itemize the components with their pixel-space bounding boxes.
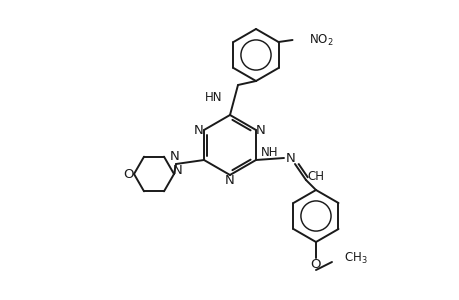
Text: N: N	[170, 149, 179, 163]
Text: NO$_2$: NO$_2$	[308, 32, 332, 48]
Text: NH: NH	[261, 146, 278, 158]
Text: N: N	[194, 124, 203, 136]
Text: CH$_3$: CH$_3$	[343, 250, 367, 266]
Text: N: N	[173, 164, 183, 176]
Text: HN: HN	[204, 91, 222, 103]
Text: O: O	[123, 167, 133, 181]
Text: N: N	[285, 152, 295, 164]
Text: N: N	[256, 124, 265, 136]
Text: O: O	[310, 257, 320, 271]
Text: CH: CH	[307, 169, 324, 182]
Text: N: N	[224, 175, 235, 188]
